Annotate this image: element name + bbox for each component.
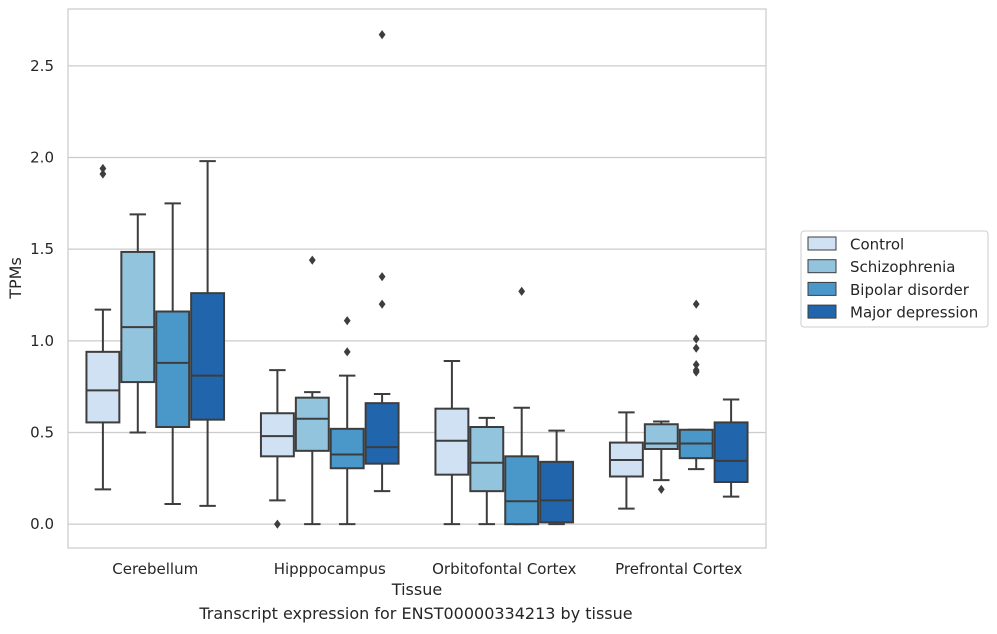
box-group — [190, 160, 226, 507]
outlier-point — [692, 365, 700, 375]
outlier-point — [99, 163, 107, 174]
plot-area-frame — [67, 8, 767, 549]
outlier-point — [378, 30, 386, 40]
outlier-point — [343, 316, 351, 326]
legend-label: Bipolar disorder — [850, 281, 970, 299]
box-iqr — [85, 350, 121, 424]
y-tick-labels: 0.0 0.5 1.0 1.5 2.0 2.5 — [30, 57, 54, 533]
x-axis-label: Tissue — [391, 580, 442, 599]
outlier-point — [343, 347, 351, 357]
outlier-point — [692, 343, 700, 353]
box-iqr — [643, 423, 679, 450]
box-iqr — [329, 427, 365, 470]
outlier-point — [378, 272, 386, 282]
box-iqr — [469, 426, 505, 493]
box-group — [259, 369, 295, 529]
box-group — [678, 299, 714, 471]
legend-swatch — [807, 281, 837, 296]
box-group — [364, 30, 400, 493]
legend-items: Control Schizophrenia Bipolar disorder Majo… — [807, 236, 978, 322]
outlier-point — [378, 299, 386, 309]
x-tick-label: Hipppocampus — [274, 560, 386, 578]
box-iqr — [120, 250, 156, 384]
x-tick-label: Prefrontal Cortex — [615, 560, 742, 578]
x-tick-labels: Cerebellum Hipppocampus Orbitofontal Corte… — [112, 560, 742, 578]
box-iqr — [294, 396, 330, 452]
figure-caption: Transcript expression for ENST0000033421… — [199, 604, 633, 623]
box-iqr — [155, 310, 191, 428]
box-iqr — [713, 421, 749, 483]
legend-swatch — [807, 304, 837, 319]
outlier-point — [99, 169, 107, 179]
box-group — [329, 316, 365, 526]
outlier-point — [692, 360, 700, 370]
box-group — [85, 163, 121, 491]
outlier-point — [274, 519, 281, 529]
outlier-point — [692, 299, 700, 309]
legend-label: Schizophrenia — [850, 258, 955, 276]
boxes — [85, 30, 749, 529]
outlier-point — [657, 484, 665, 494]
outlier-point — [692, 334, 700, 344]
outlier-point — [308, 255, 316, 265]
box-group — [120, 213, 156, 434]
outlier-point — [518, 286, 526, 296]
box-group — [608, 411, 644, 510]
x-tick-label: Cerebellum — [112, 560, 198, 578]
y-tick-label: 2.0 — [30, 149, 54, 167]
legend-label: Major depression — [850, 304, 978, 322]
box-iqr — [190, 292, 226, 421]
box-group — [155, 202, 191, 505]
box-iqr — [504, 455, 540, 526]
box-group — [294, 255, 330, 526]
box-iqr — [364, 402, 400, 465]
box-iqr — [539, 460, 575, 524]
y-tick-label: 0.0 — [30, 515, 54, 533]
box-group — [469, 416, 505, 526]
x-tick-label: Orbitofontal Cortex — [432, 560, 576, 578]
legend-frame — [800, 230, 989, 328]
legend-swatch — [807, 236, 837, 251]
y-tick-label: 1.0 — [30, 332, 54, 350]
box-group — [504, 286, 540, 526]
box-group — [434, 360, 470, 526]
legend-swatch — [807, 259, 837, 274]
box-group — [713, 398, 749, 498]
box-group — [643, 420, 679, 494]
y-tick-label: 1.5 — [30, 240, 54, 258]
y-tick-label: 2.5 — [30, 57, 54, 75]
box-iqr — [259, 412, 295, 458]
legend: Control Schizophrenia Bipolar disorder Majo… — [800, 230, 989, 328]
y-axis-label: TPMs — [6, 257, 25, 300]
y-tick-label: 0.5 — [30, 424, 54, 442]
legend-label: Control — [850, 236, 904, 254]
box-group — [539, 429, 575, 526]
